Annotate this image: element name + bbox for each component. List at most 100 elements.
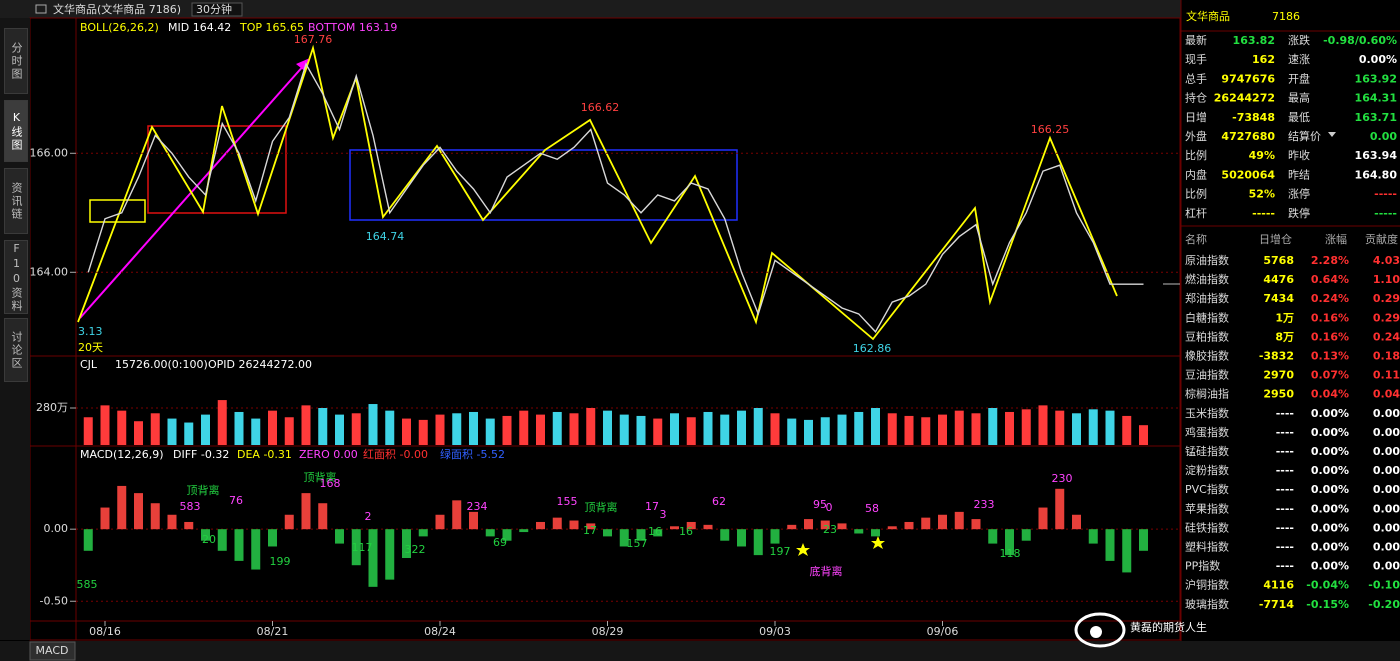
ranking-cell: 2.28% (1311, 254, 1349, 267)
bar (988, 408, 998, 445)
bar (904, 415, 914, 445)
bar (904, 521, 914, 530)
bar (837, 523, 847, 530)
indicator-stat: DEA -0.31 (237, 448, 292, 461)
bar (485, 418, 495, 445)
period-label: 20天 (78, 341, 103, 354)
bar (100, 507, 110, 530)
ranking-cell: -3832 (1259, 350, 1294, 363)
sidebar-tab[interactable]: F10资料 (4, 240, 28, 314)
sidebar-tab[interactable]: 资讯链 (4, 168, 28, 234)
ranking-cell: -0.10 (1368, 579, 1400, 592)
bar (837, 414, 847, 445)
bar (1021, 529, 1031, 541)
period-label[interactable]: 30分钟 (196, 2, 232, 16)
ranking-cell: 0.00 (1373, 521, 1400, 534)
edge-label: 3.13 (78, 325, 103, 338)
macd-label: 17 (583, 524, 597, 537)
box-red (147, 125, 287, 214)
quote-label: 昨收 (1288, 148, 1310, 162)
quote-label: 结算价 (1288, 129, 1321, 143)
bar (1072, 413, 1081, 445)
bar (921, 517, 931, 530)
quote-panel (1181, 0, 1400, 641)
quote-name: 文华商品 (1186, 9, 1230, 23)
ranking-cell: 0.00% (1311, 541, 1349, 554)
ranking-cell: 2970 (1263, 369, 1294, 382)
bar (770, 413, 780, 445)
bar (234, 529, 244, 561)
bar (351, 529, 361, 566)
macd-label: 底背离 (810, 564, 843, 578)
ranking-cell: 0.00% (1311, 521, 1349, 534)
ranking-cell: 0.29 (1373, 311, 1400, 324)
bar (452, 500, 462, 530)
ranking-cell: 0.00 (1373, 407, 1400, 420)
x-tick-label: 08/21 (257, 625, 289, 638)
ranking-cell: 0.16% (1311, 330, 1349, 343)
period-select[interactable] (191, 2, 243, 17)
sidebar-tab[interactable]: 分时图 (4, 28, 28, 94)
macd-label: 16 (679, 525, 693, 538)
bottom-tab-label[interactable]: MACD (36, 644, 69, 657)
bar (1122, 415, 1132, 445)
y-tick-label: 166.00 (30, 146, 69, 159)
ranking-cell: 原油指数 (1185, 253, 1229, 267)
ranking-cell: PVC指数 (1185, 482, 1229, 496)
bar (83, 529, 93, 551)
bar (335, 529, 344, 544)
bar (385, 529, 395, 580)
macd-label: 顶背离 (585, 500, 618, 514)
bar (569, 520, 579, 530)
bar (854, 529, 864, 534)
bar (1055, 488, 1065, 530)
macd-label: 168 (320, 477, 341, 490)
ranking-cell: 0.29 (1373, 292, 1400, 305)
ranking-cell: ---- (1276, 560, 1294, 573)
ranking-cell: 豆粕指数 (1185, 329, 1229, 343)
ranking-cell: 锰硅指数 (1185, 444, 1229, 458)
quote-value: ----- (1374, 207, 1397, 220)
bar (335, 414, 344, 445)
watermark: 黄磊的期货人生 (1130, 620, 1207, 634)
x-tick-label: 08/16 (89, 625, 121, 638)
sidebar-tab[interactable]: K线图 (4, 100, 28, 162)
bar (1038, 405, 1048, 445)
pivot-label: 166.62 (581, 101, 620, 114)
bar (268, 529, 277, 547)
bar (418, 419, 428, 445)
quote-value: -73848 (1232, 111, 1275, 124)
bar (770, 529, 780, 544)
bar (670, 413, 679, 445)
ranking-cell: ---- (1276, 426, 1294, 439)
ranking-cell: 0.00% (1311, 407, 1349, 420)
pivot-label: 164.74 (366, 230, 405, 243)
ranking-cell: 0.00 (1373, 426, 1400, 439)
ranking-header: 贡献度 (1365, 232, 1398, 246)
bar (552, 517, 562, 530)
bar (519, 410, 529, 445)
bar (167, 418, 177, 445)
bottom-tab[interactable] (29, 641, 76, 661)
ranking-cell: 0.00% (1311, 502, 1349, 515)
ranking-cell: ---- (1276, 464, 1294, 477)
macd-label: 76 (229, 494, 243, 507)
bar (954, 511, 964, 530)
quote-label: 跌停 (1288, 206, 1310, 220)
macd-label: 23 (823, 523, 837, 536)
indicator-stat: 15726.00(0:100) (115, 358, 208, 371)
macd-label: 234 (467, 500, 488, 513)
sidebar-tab[interactable]: 讨论区 (4, 318, 28, 382)
bar (938, 514, 947, 530)
ranking-cell: 0.24% (1311, 292, 1349, 305)
bar (552, 411, 562, 445)
ranking-cell: ---- (1276, 502, 1294, 515)
indicator-stat: TOP 165.65 (239, 21, 304, 34)
sidebar: 分时图 K线图资讯链 F10资料讨论区 (0, 18, 30, 640)
bar (686, 417, 696, 445)
macd-label: 117 (352, 541, 373, 554)
ranking-cell: 7434 (1263, 292, 1294, 305)
quote-value: ----- (1252, 207, 1275, 220)
quote-label: 最低 (1288, 111, 1310, 124)
macd-label: 197 (770, 545, 791, 558)
